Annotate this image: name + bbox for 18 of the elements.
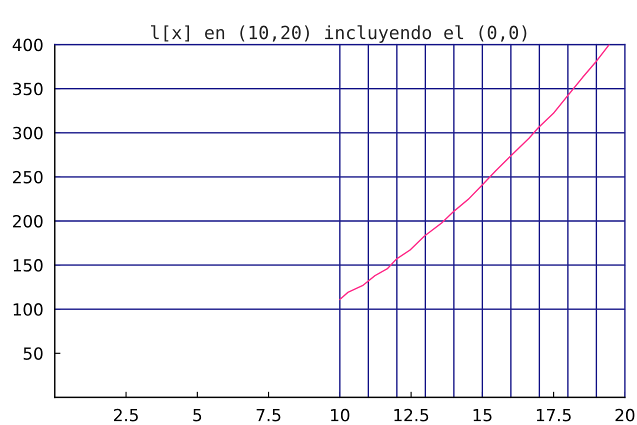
- chart-title: l[x] en (10,20) incluyendo el (0,0): [151, 25, 526, 43]
- y-tick-label: 300: [13, 126, 43, 140]
- x-tick-label: 7.5: [256, 409, 280, 422]
- x-tick-label: 10: [331, 408, 350, 422]
- y-tick-label: 400: [12, 38, 43, 52]
- line-series: [339, 44, 610, 300]
- x-tick-label: 5: [193, 409, 202, 422]
- y-tick-label: 50: [24, 347, 43, 360]
- x-tick-label: 12.5: [394, 408, 428, 422]
- y-tick-label: 150: [14, 259, 43, 272]
- x-tick-label: 2.5: [114, 408, 138, 422]
- x-tick-label: 20: [616, 408, 634, 422]
- y-tick-label: 100: [14, 303, 43, 316]
- y-tick-label: 350: [13, 82, 43, 96]
- y-tick-label: 200: [13, 214, 43, 228]
- y-tick-label: 250: [13, 170, 43, 184]
- x-tick-label: 17.5: [536, 409, 571, 422]
- x-tick-label: 15: [474, 409, 492, 422]
